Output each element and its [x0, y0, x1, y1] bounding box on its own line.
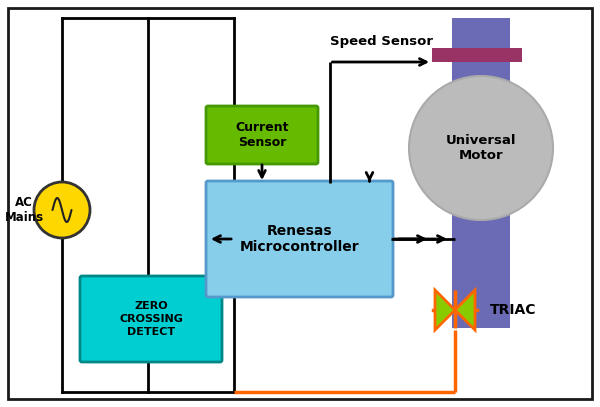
Text: Current
Sensor: Current Sensor	[235, 121, 289, 149]
Polygon shape	[435, 290, 455, 330]
FancyBboxPatch shape	[206, 106, 318, 164]
Text: TRIAC: TRIAC	[490, 303, 536, 317]
Circle shape	[34, 182, 90, 238]
Text: Universal
Motor: Universal Motor	[446, 134, 516, 162]
Text: Renesas
Microcontroller: Renesas Microcontroller	[239, 224, 359, 254]
FancyBboxPatch shape	[206, 181, 393, 297]
Polygon shape	[455, 290, 475, 330]
Text: ZERO
CROSSING
DETECT: ZERO CROSSING DETECT	[119, 301, 183, 337]
Text: AC
Mains: AC Mains	[4, 196, 44, 224]
Bar	[452, 18, 510, 328]
Text: Speed Sensor: Speed Sensor	[330, 35, 433, 48]
FancyBboxPatch shape	[80, 276, 222, 362]
Circle shape	[409, 76, 553, 220]
Bar	[432, 48, 522, 62]
